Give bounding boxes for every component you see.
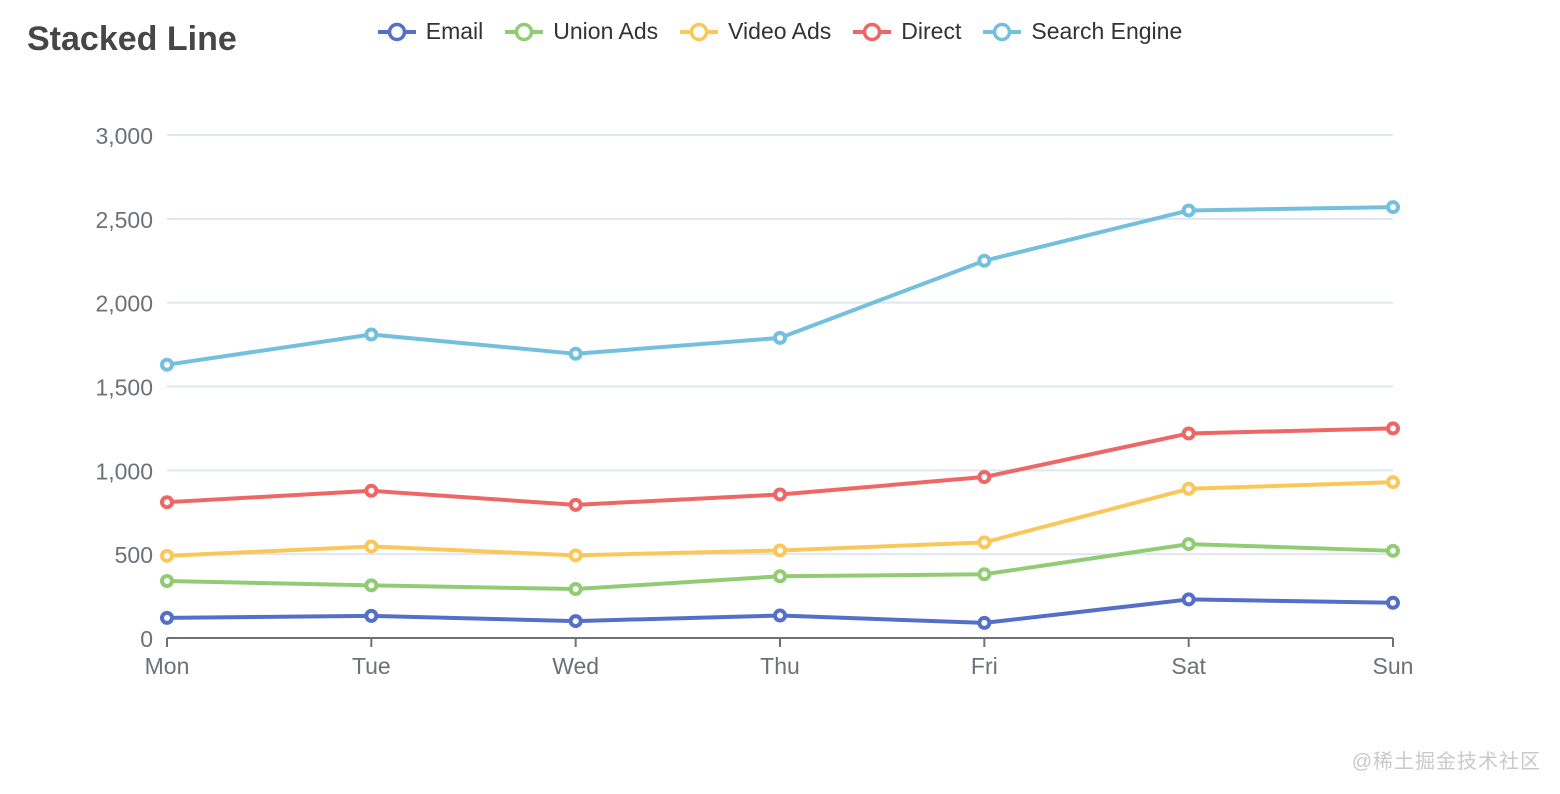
- y-axis-tick-label: 3,000: [95, 123, 153, 149]
- data-point-search-engine-mon[interactable]: [160, 357, 174, 372]
- data-point-video-ads-wed[interactable]: [568, 548, 583, 563]
- data-point-direct-tue[interactable]: [364, 483, 379, 498]
- legend: Email Union Ads Video Ads Direct Search Engi…: [0, 18, 1560, 45]
- data-point-email-wed[interactable]: [568, 614, 583, 629]
- data-point-union-ads-tue[interactable]: [364, 578, 379, 593]
- y-axis-tick-label: 1,500: [95, 375, 153, 401]
- data-point-direct-thu[interactable]: [773, 487, 787, 502]
- data-point-video-ads-mon[interactable]: [160, 548, 174, 563]
- data-point-email-thu[interactable]: [773, 608, 787, 623]
- x-axis-tick-label-sun: Sun: [1373, 653, 1414, 679]
- data-point-union-ads-sat[interactable]: [1181, 537, 1196, 552]
- x-axis-tick-label-tue: Tue: [352, 653, 391, 679]
- data-point-video-ads-fri[interactable]: [977, 535, 992, 550]
- data-point-direct-sat[interactable]: [1181, 426, 1196, 441]
- y-axis-tick-label: 2,000: [95, 291, 153, 317]
- y-axis-tick-label: 2,500: [95, 207, 153, 233]
- legend-label: Video Ads: [728, 18, 832, 44]
- data-point-union-ads-thu[interactable]: [773, 569, 787, 584]
- x-axis-tick-label-fri: Fri: [971, 653, 998, 679]
- y-axis-tick-label: 0: [140, 626, 153, 652]
- data-point-video-ads-sun[interactable]: [1386, 475, 1400, 490]
- legend-label: Search Engine: [1031, 18, 1183, 44]
- legend-line-marker-icon: [377, 22, 416, 41]
- data-point-email-fri[interactable]: [977, 615, 992, 630]
- data-point-union-ads-fri[interactable]: [977, 567, 992, 582]
- legend-item-email[interactable]: Email: [377, 18, 484, 45]
- data-point-video-ads-tue[interactable]: [364, 539, 379, 554]
- data-point-email-tue[interactable]: [364, 608, 379, 623]
- legend-line-marker-icon: [505, 22, 544, 41]
- data-point-email-sat[interactable]: [1181, 592, 1196, 607]
- x-axis-tick-label-mon: Mon: [145, 653, 190, 679]
- page-title: Stacked Line: [27, 20, 237, 58]
- data-point-search-engine-sun[interactable]: [1386, 200, 1400, 215]
- legend-line-marker-icon: [680, 22, 719, 41]
- data-point-video-ads-thu[interactable]: [773, 543, 787, 558]
- legend-label: Direct: [901, 18, 962, 44]
- legend-item-video-ads[interactable]: Video Ads: [680, 18, 831, 45]
- data-point-direct-sun[interactable]: [1386, 421, 1400, 436]
- legend-line-marker-icon: [853, 22, 892, 41]
- y-axis-tick-label: 1,000: [95, 458, 153, 484]
- data-point-search-engine-tue[interactable]: [364, 327, 379, 342]
- data-point-search-engine-sat[interactable]: [1181, 203, 1196, 218]
- x-axis-tick-label-thu: Thu: [760, 653, 800, 679]
- data-point-search-engine-fri[interactable]: [977, 253, 992, 268]
- legend-label: Union Ads: [553, 18, 659, 44]
- legend-item-direct[interactable]: Direct: [853, 18, 961, 45]
- data-point-direct-fri[interactable]: [977, 470, 992, 485]
- data-point-video-ads-sat[interactable]: [1181, 481, 1196, 496]
- legend-label: Email: [425, 18, 484, 44]
- data-point-search-engine-thu[interactable]: [773, 330, 787, 345]
- data-point-union-ads-wed[interactable]: [568, 582, 583, 597]
- data-point-search-engine-wed[interactable]: [568, 346, 583, 361]
- legend-line-marker-icon: [983, 22, 1022, 41]
- legend-item-union-ads[interactable]: Union Ads: [505, 18, 658, 45]
- data-point-email-sun[interactable]: [1386, 595, 1400, 610]
- legend-item-search-engine[interactable]: Search Engine: [983, 18, 1182, 45]
- data-point-direct-mon[interactable]: [160, 495, 174, 510]
- data-point-union-ads-sun[interactable]: [1386, 543, 1400, 558]
- data-point-direct-wed[interactable]: [568, 497, 583, 512]
- x-axis-tick-label-sat: Sat: [1171, 653, 1206, 679]
- data-point-email-mon[interactable]: [160, 610, 174, 625]
- data-point-union-ads-mon[interactable]: [160, 573, 174, 588]
- watermark: @稀土掘金技术社区: [1351, 751, 1541, 773]
- y-axis-tick-label: 500: [115, 542, 153, 568]
- x-axis-tick-label-wed: Wed: [552, 653, 599, 679]
